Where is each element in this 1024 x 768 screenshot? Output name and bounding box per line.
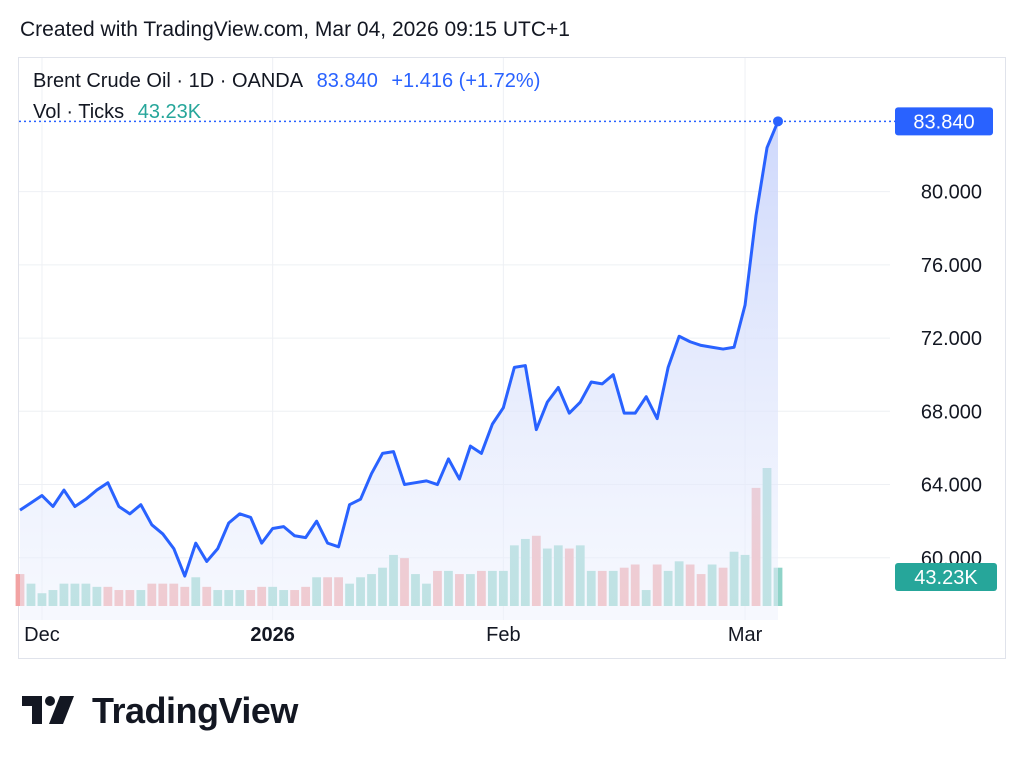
- price-change: +1.416 (+1.72%): [391, 70, 541, 92]
- y-tick-label: 64.000: [921, 475, 982, 497]
- y-tick-label: 80.000: [921, 182, 982, 204]
- chart-frame: [18, 57, 1006, 659]
- tradingview-brand[interactable]: TradingView: [22, 690, 298, 732]
- x-tick-label: Mar: [728, 624, 763, 646]
- volume-title[interactable]: Vol · Ticks: [33, 101, 125, 123]
- y-tick-label: 72.000: [921, 328, 982, 350]
- x-tick-label: Feb: [486, 624, 520, 646]
- last-price-badge-label: 83.840: [913, 111, 974, 133]
- x-tick-label: 2026: [250, 624, 295, 646]
- tradingview-logo-icon: [22, 696, 74, 724]
- symbol-legend: Brent Crude Oil · 1D · OANDA 83.840 +1.4…: [33, 70, 548, 93]
- y-tick-label: 76.000: [921, 255, 982, 277]
- brand-name: TradingView: [92, 690, 298, 731]
- chart-caption: Created with TradingView.com, Mar 04, 20…: [20, 18, 570, 41]
- x-tick-label: Dec: [24, 624, 60, 646]
- last-price-badge: [895, 107, 993, 136]
- volume-badge-label: 43.23K: [914, 567, 978, 589]
- last-price: 83.840: [316, 70, 378, 92]
- y-tick-label: 68.000: [921, 401, 982, 423]
- price-line: [19, 120, 780, 578]
- volume-legend: Vol · Ticks 43.23K: [33, 101, 209, 124]
- price-area: [20, 121, 778, 620]
- volume-value: 43.23K: [137, 101, 202, 123]
- symbol-title[interactable]: Brent Crude Oil · 1D · OANDA: [33, 70, 304, 92]
- last-price-point: [773, 116, 783, 127]
- volume-badge: [895, 563, 997, 591]
